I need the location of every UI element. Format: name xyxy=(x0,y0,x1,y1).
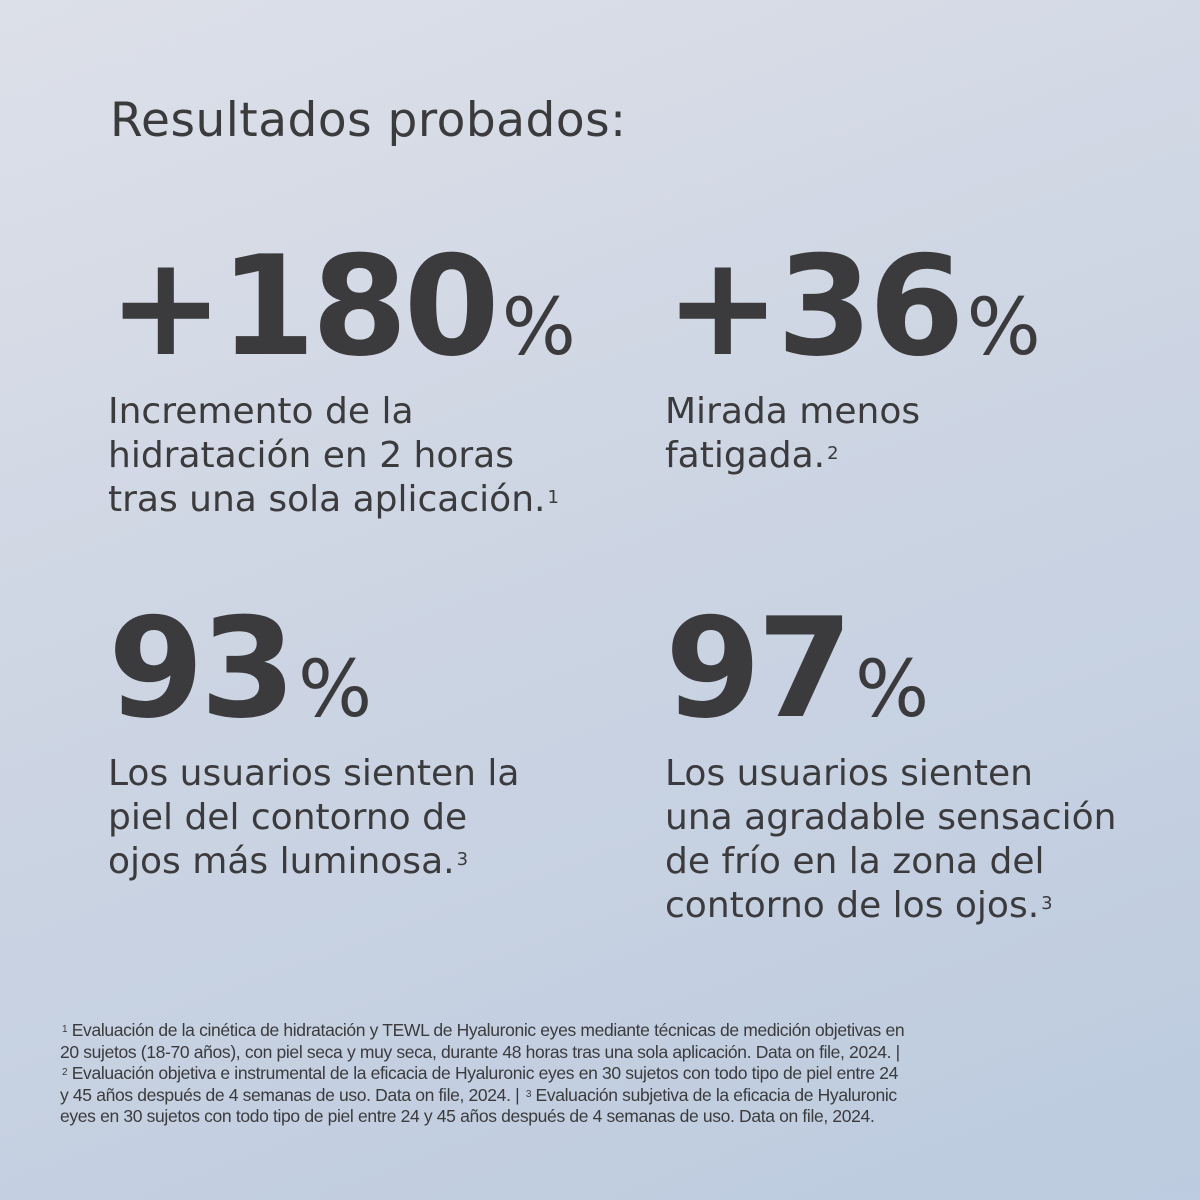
stat-fatigue: +36% Mirada menos fatigada. 2 xyxy=(665,238,1200,478)
stat-description: Incremento de la hidratación en 2 horas tr… xyxy=(108,391,559,520)
stat-value: +36% xyxy=(665,226,1041,387)
stat-value: 93% xyxy=(108,588,373,749)
stat-cooling: 97% Los usuarios sienten una agradable se… xyxy=(665,600,1200,928)
stat-value: +180% xyxy=(108,226,576,387)
stat-description: Mirada menos fatigada. 2 xyxy=(665,391,921,476)
stat-value: 97% xyxy=(665,588,930,749)
stat-hydration: +180% Incremento de la hidratación en 2 h… xyxy=(108,238,648,522)
stat-description: Los usuarios sienten una agradable sensac… xyxy=(665,753,1117,926)
stat-luminous: 93% Los usuarios sienten la piel del cont… xyxy=(108,600,648,884)
stat-description: Los usuarios sienten la piel del contorno… xyxy=(108,753,520,882)
footnotes: 1 Evaluación de la cinética de hidrataci… xyxy=(60,1020,905,1126)
page-title: Resultados probados: xyxy=(110,93,627,149)
